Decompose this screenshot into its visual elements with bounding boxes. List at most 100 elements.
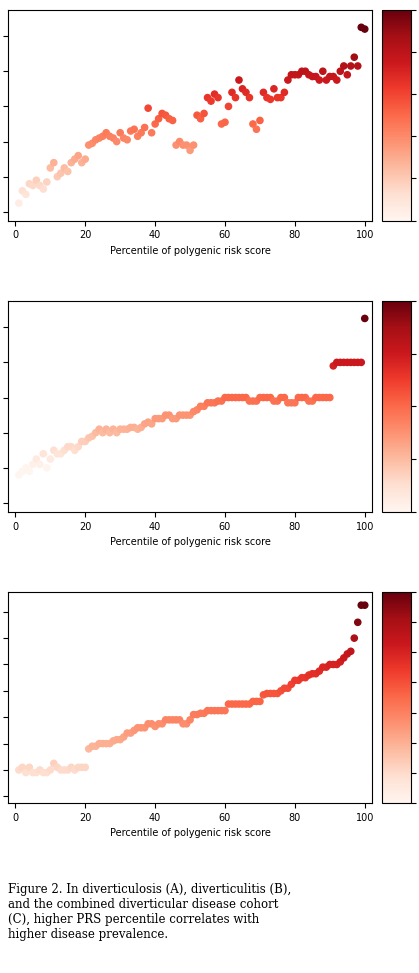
Point [99, 128, 106, 144]
Point [29, 765, 36, 780]
Point [106, 128, 113, 144]
Point [23, 765, 29, 780]
Point [145, 414, 152, 430]
Point [295, 67, 302, 83]
Point [99, 736, 106, 751]
Point [190, 137, 197, 153]
Point [341, 58, 347, 74]
Point [337, 63, 344, 79]
Point [267, 390, 274, 406]
Point [61, 161, 67, 176]
Point [319, 63, 326, 79]
Point [347, 354, 354, 370]
Point [274, 686, 281, 702]
Point [235, 390, 242, 406]
Point [330, 657, 336, 672]
Point [253, 694, 260, 709]
Point [180, 137, 186, 153]
Point [204, 90, 211, 105]
Point [44, 765, 50, 780]
Point [61, 443, 67, 458]
Point [190, 706, 197, 722]
Point [113, 133, 120, 149]
Point [57, 762, 64, 777]
Point [19, 760, 26, 775]
Point [243, 390, 249, 406]
Point [347, 58, 354, 74]
Point [187, 712, 194, 728]
Point [120, 729, 127, 744]
Point [260, 85, 267, 100]
Point [358, 19, 365, 35]
Point [103, 421, 109, 437]
Point [127, 419, 134, 435]
Point [183, 408, 190, 423]
Point [225, 390, 232, 406]
Point [313, 390, 319, 406]
Point [222, 390, 228, 406]
Point [50, 756, 57, 772]
Point [131, 723, 137, 739]
Point [169, 712, 176, 728]
Point [246, 393, 253, 409]
Point [190, 404, 197, 419]
Point [145, 100, 152, 116]
Point [302, 669, 309, 685]
Point [183, 716, 190, 732]
Point [285, 395, 291, 411]
Point [65, 762, 71, 777]
Point [271, 393, 277, 409]
Point [309, 69, 316, 85]
Point [78, 434, 85, 450]
Point [75, 148, 82, 163]
Point [40, 181, 47, 197]
Point [103, 736, 109, 751]
Point [260, 390, 267, 406]
Text: Figure 2. In diverticulosis (A), diverticulitis (B),
and the combined diverticul: Figure 2. In diverticulosis (A), diverti… [8, 883, 292, 941]
Point [33, 172, 40, 188]
Point [71, 443, 78, 458]
Point [295, 672, 302, 688]
Point [225, 697, 232, 712]
Point [29, 456, 36, 472]
Point [344, 646, 351, 662]
Point [208, 703, 215, 718]
Point [222, 115, 228, 130]
Point [176, 133, 183, 149]
Point [351, 50, 358, 65]
Point [152, 411, 158, 426]
Point [330, 69, 336, 85]
Point [173, 712, 179, 728]
Point [103, 125, 109, 140]
Point [354, 615, 361, 631]
Point [298, 390, 305, 406]
Point [341, 354, 347, 370]
Point [229, 85, 235, 100]
Point [229, 697, 235, 712]
Point [85, 137, 92, 153]
Point [208, 395, 215, 411]
Point [211, 395, 218, 411]
Point [323, 390, 330, 406]
Point [232, 697, 239, 712]
Point [302, 63, 309, 79]
Point [166, 408, 173, 423]
Point [222, 703, 228, 718]
Point [40, 765, 47, 780]
Point [134, 421, 141, 437]
Point [344, 67, 351, 83]
Point [334, 657, 340, 672]
Point [82, 434, 88, 450]
Point [176, 408, 183, 423]
Point [277, 683, 284, 699]
Point [166, 111, 173, 126]
Point [256, 694, 263, 709]
Point [96, 736, 103, 751]
Point [138, 419, 145, 435]
Point [274, 393, 281, 409]
Point [344, 354, 351, 370]
Point [319, 390, 326, 406]
Point [183, 137, 190, 153]
Point [256, 390, 263, 406]
Point [85, 430, 92, 446]
